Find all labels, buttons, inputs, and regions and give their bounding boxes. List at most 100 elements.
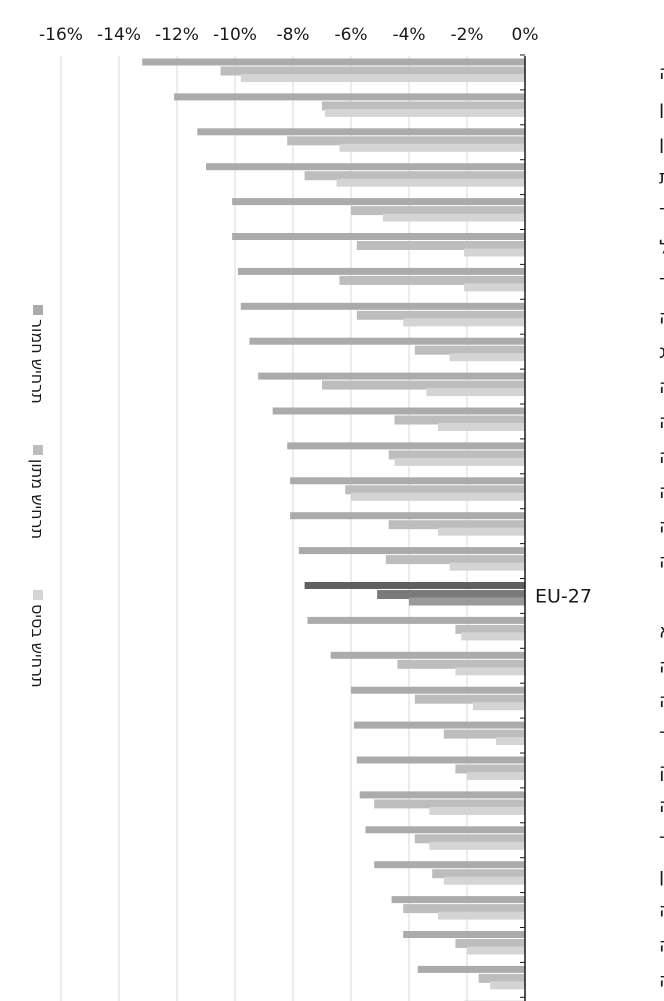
category-label: פולין [659, 865, 664, 887]
bar [438, 423, 525, 431]
bar [394, 457, 525, 466]
bar [449, 562, 525, 571]
legend-swatch [33, 305, 43, 315]
bar [455, 939, 525, 948]
bar [414, 694, 525, 704]
bar [290, 512, 525, 520]
bar [414, 834, 525, 844]
bar [142, 58, 525, 66]
bar [353, 721, 525, 729]
bar [356, 241, 525, 250]
category-label: גרמניה [659, 900, 664, 922]
legend: תרחיש חמור תרחיש מתון תרחיש בסיס [28, 305, 47, 688]
x-tick-label: -8% [276, 25, 309, 45]
category-label: EU-27 [535, 586, 592, 608]
category-label: ספרד [659, 271, 664, 293]
bar [174, 93, 525, 101]
bar [426, 388, 525, 397]
bar [197, 128, 526, 136]
bar [472, 702, 525, 711]
bar [417, 965, 525, 973]
bar [467, 946, 525, 955]
bar [455, 624, 525, 634]
category-label: בולגריה [659, 690, 664, 712]
bar [377, 590, 525, 599]
bar [304, 171, 525, 181]
category-label: הונגריה [659, 969, 664, 991]
category-label: צ'כיה [659, 655, 664, 677]
bar [240, 302, 526, 310]
bar [307, 616, 525, 624]
bar [455, 764, 525, 774]
bar [443, 876, 525, 885]
bar [330, 651, 525, 659]
bars [142, 58, 526, 1001]
legend-label: תרחיש חמור [28, 319, 47, 404]
legend-label: תרחיש בסיס [28, 604, 47, 688]
bar [397, 659, 525, 669]
bar [403, 318, 525, 327]
x-tick-label: -16% [39, 25, 83, 45]
category-label: שבדיה [659, 935, 664, 957]
legend-label: תרחיש מתון [28, 459, 47, 539]
category-label: פורטוגל [659, 237, 664, 259]
bar [356, 310, 525, 320]
category-label: בלגיה [659, 446, 664, 468]
category-labels: קרואטיה יוון קפריסין צרפת אירלנד פורטוגל ספרד ס… [520, 54, 664, 998]
bar [322, 380, 525, 390]
x-axis: -16% -14% -12% -10% -8% -6% -4% -2% 0% [39, 25, 538, 1001]
bar [432, 869, 525, 879]
bar [443, 729, 525, 739]
bar [339, 143, 525, 152]
bar [351, 206, 525, 216]
x-tick-label: -6% [334, 25, 367, 45]
bar [496, 737, 525, 746]
category-label: ליטא [659, 620, 664, 642]
category-label: קפריסין [659, 132, 664, 154]
bar [409, 597, 525, 606]
category-label: איטליה [659, 376, 664, 398]
bar [429, 806, 525, 815]
bar [304, 582, 525, 589]
category-label: הולנד [659, 830, 664, 852]
bar [290, 477, 525, 485]
bar [365, 826, 525, 834]
category-label: קרואטיה [659, 62, 664, 84]
bar [351, 492, 525, 501]
x-tick-label: 0% [512, 25, 539, 45]
category-label: מלטה [659, 516, 664, 538]
category-label: דנמרק [659, 760, 664, 782]
bar [258, 372, 525, 380]
category-label: סלובניה [659, 411, 664, 433]
x-tick-label: -2% [450, 25, 483, 45]
legend-swatch [33, 590, 43, 600]
bar [324, 108, 525, 117]
x-tick-label: -12% [155, 25, 199, 45]
legend-item: תרחיש בסיס [28, 590, 47, 688]
bar [438, 527, 525, 536]
bar [478, 973, 525, 983]
bar [374, 799, 525, 809]
legend-item: תרחיש מתון [28, 445, 47, 539]
category-label: סלובקיה [659, 306, 664, 328]
category-label: צרפת [659, 167, 664, 189]
bar [391, 896, 525, 904]
x-tick-label: -4% [392, 25, 425, 45]
bar [351, 686, 525, 694]
bar [374, 861, 525, 869]
bar [356, 756, 525, 764]
bar [287, 136, 525, 146]
category-label: רומניה [659, 795, 664, 817]
bar [298, 547, 525, 555]
bar [403, 931, 525, 938]
bar [237, 267, 525, 275]
bar [464, 248, 525, 257]
bar [455, 667, 525, 676]
bar [449, 353, 525, 362]
category-label: פינלנד [659, 725, 664, 747]
bar [464, 283, 525, 292]
bar [359, 791, 525, 799]
bar [249, 337, 525, 345]
